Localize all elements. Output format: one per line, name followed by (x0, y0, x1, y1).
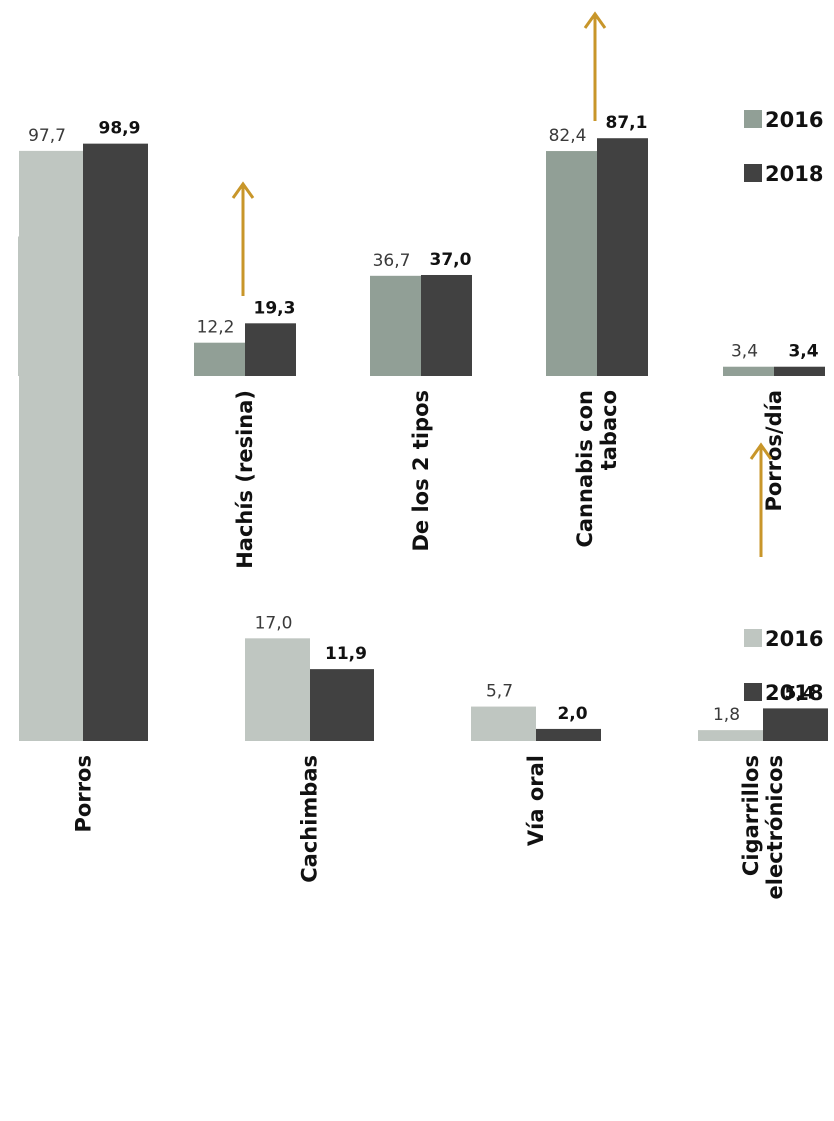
bar-2016-hachis-resina (194, 342, 245, 376)
bar-2018-porros-dia (774, 366, 825, 376)
bar-2016-cachimbas (245, 638, 310, 741)
data-label-2018-via-oral: 2,0 (557, 704, 587, 724)
increase-arrow-icon-cannabis-con-tabaco (583, 11, 607, 121)
category-label-cannabis-con-tabaco: Cannabis contabaco (573, 390, 621, 548)
legend-label-2016-chart2: 2016 (765, 627, 823, 651)
category-label-de-los-2-tipos: De los 2 tipos (409, 390, 433, 552)
category-label-porros: Porros (72, 755, 96, 832)
bar-2018-de-los-2-tipos (421, 274, 472, 376)
bar-2018-via-oral (536, 728, 601, 741)
legend-label-2018-chart1: 2018 (765, 162, 823, 186)
legend-swatch-2016-chart2 (744, 629, 762, 647)
data-label-2016-cannabis-con-tabaco: 82,4 (549, 126, 587, 146)
bar-2018-hachis-resina (245, 323, 296, 376)
data-label-2016-porros: 97,7 (28, 126, 66, 146)
data-label-2016-porros-dia: 3,4 (731, 342, 758, 362)
data-label-2018-cannabis-con-tabaco: 87,1 (606, 113, 648, 133)
category-label-via-oral: Vía oral (524, 755, 548, 846)
category-label-hachis-resina: Hachís (resina) (233, 390, 257, 569)
data-label-2016-hachis-resina: 12,2 (197, 318, 235, 338)
data-label-2016-cigarrillos-electronicos: 1,8 (713, 705, 740, 725)
bar-2018-porros (83, 143, 148, 742)
data-label-2018-cigarrillos-electronicos: 5,4 (784, 683, 814, 703)
data-label-2016-de-los-2-tipos: 36,7 (373, 251, 411, 271)
data-label-2018-porros: 98,9 (99, 119, 141, 139)
legend-swatch-2018-chart2 (744, 683, 762, 701)
data-label-2018-cachimbas: 11,9 (325, 644, 367, 664)
data-label-2018-hachis-resina: 19,3 (254, 298, 296, 318)
bar-2018-cannabis-con-tabaco (597, 138, 648, 376)
legend-label-2016-chart1: 2016 (765, 108, 823, 132)
data-label-2016-via-oral: 5,7 (486, 682, 513, 702)
bar-2016-cannabis-con-tabaco (546, 151, 597, 376)
data-label-2018-porros-dia: 3,4 (788, 342, 818, 362)
increase-arrow-icon-cigarrillos-electronicos (749, 442, 773, 557)
legend-label-2018-chart2: 2018 (765, 681, 823, 705)
legend-swatch-2016-chart1 (744, 110, 762, 128)
increase-arrow-icon-hachis-resina (231, 181, 255, 296)
bar-2018-cachimbas (310, 669, 374, 741)
data-label-2018-de-los-2-tipos: 37,0 (430, 250, 472, 270)
category-label-cigarrillos-electronicos: Cigarrilloselectrónicos (739, 755, 787, 899)
category-label-cachimbas: Cachimbas (298, 755, 322, 883)
legend-swatch-2018-chart1 (744, 164, 762, 182)
bar-2016-de-los-2-tipos (370, 275, 421, 376)
bar-2018-cigarrillos-electronicos (763, 708, 828, 741)
bar-2016-cigarrillos-electronicos (698, 730, 763, 741)
data-label-2016-cachimbas: 17,0 (255, 613, 293, 633)
bar-2016-via-oral (471, 706, 536, 741)
bar-2016-porros-dia (723, 366, 774, 376)
bar-2016-porros (19, 150, 83, 742)
